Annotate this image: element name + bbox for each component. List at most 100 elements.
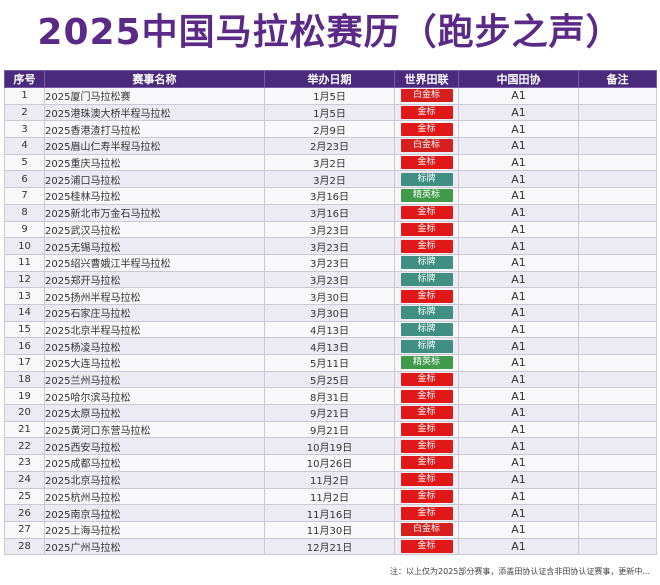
note-cell [578,404,657,422]
world-athletics-cell: 金标 [394,370,459,389]
table-row: 25 2025杭州马拉松 11月2日 金标 A1 [4,487,657,506]
world-athletics-cell: 标牌 [394,270,459,289]
note-cell [578,237,657,255]
row-index: 10 [4,237,45,255]
world-athletics-cell: 精英标 [394,354,459,372]
table-row: 10 2025无锡马拉松 3月23日 金标 A1 [4,237,657,255]
label-badge: 精英标 [400,189,453,203]
event-date: 12月21日 [264,537,395,556]
label-badge: 金标 [400,289,453,303]
event-date: 3月2日 [264,170,395,189]
table-row: 18 2025兰州马拉松 5月25日 金标 A1 [4,370,657,389]
caa-grade: A1 [458,370,579,389]
table-row: 11 2025绍兴曹娥江半程马拉松 3月23日 标牌 A1 [4,253,657,272]
row-index: 5 [4,153,45,172]
event-date: 3月30日 [264,287,395,305]
header-event-name: 赛事名称 [44,70,265,88]
label-badge: 金标 [400,506,453,520]
event-name: 2025浦口马拉松 [44,170,265,189]
label-badge: 金标 [400,389,453,403]
label-badge: 白金标 [400,89,453,103]
world-athletics-cell: 标牌 [394,170,459,189]
event-name: 2025太原马拉松 [44,404,265,422]
caa-grade: A1 [458,454,579,472]
label-badge: 金标 [400,239,453,253]
event-name: 2025南京马拉松 [44,504,265,522]
world-athletics-cell: 金标 [394,220,459,239]
row-index: 11 [4,253,45,272]
event-date: 1月5日 [264,103,395,122]
table-row: 5 2025重庆马拉松 3月2日 金标 A1 [4,153,657,172]
event-name: 2025广州马拉松 [44,537,265,556]
table-row: 23 2025成都马拉松 10月26日 金标 A1 [4,454,657,472]
note-cell [578,537,657,556]
event-date: 9月21日 [264,420,395,439]
caa-grade: A1 [458,337,579,355]
caa-grade: A1 [458,153,579,172]
world-athletics-cell: 金标 [394,470,459,489]
caa-grade: A1 [458,420,579,439]
caa-grade: A1 [458,487,579,506]
table-row: 20 2025太原马拉松 9月21日 金标 A1 [4,404,657,422]
row-index: 3 [4,120,45,139]
table-row: 14 2025石家庄马拉松 3月30日 标牌 A1 [4,303,657,322]
world-athletics-cell: 金标 [394,387,459,406]
row-index: 18 [4,370,45,389]
table-row: 8 2025新北市万金石马拉松 3月16日 金标 A1 [4,203,657,222]
world-athletics-cell: 金标 [394,404,459,422]
row-index: 22 [4,437,45,456]
row-index: 21 [4,420,45,439]
table-row: 16 2025杨凌马拉松 4月13日 标牌 A1 [4,337,657,355]
row-index: 26 [4,504,45,522]
caa-grade: A1 [458,87,579,105]
row-index: 6 [4,170,45,189]
event-name: 2025厦门马拉松赛 [44,87,265,105]
event-date: 11月2日 [264,470,395,489]
row-index: 13 [4,287,45,305]
event-name: 2025北京马拉松 [44,470,265,489]
event-name: 2025大连马拉松 [44,354,265,372]
world-athletics-cell: 金标 [394,454,459,472]
event-date: 5月25日 [264,370,395,389]
event-date: 2月23日 [264,137,395,155]
world-athletics-cell: 金标 [394,437,459,456]
header-caa: 中国田协 [458,70,579,88]
row-index: 17 [4,354,45,372]
row-index: 8 [4,203,45,222]
note-cell [578,153,657,172]
note-cell [578,270,657,289]
table-row: 27 2025上海马拉松 11月30日 白金标 A1 [4,520,657,539]
table-row: 7 2025桂林马拉松 3月16日 精英标 A1 [4,187,657,205]
label-badge: 金标 [400,106,453,120]
label-badge: 标牌 [400,256,453,270]
note-cell [578,320,657,339]
row-index: 7 [4,187,45,205]
caa-grade: A1 [458,237,579,255]
label-badge: 金标 [400,156,453,170]
caa-grade: A1 [458,354,579,372]
note-cell [578,470,657,489]
event-date: 3月2日 [264,153,395,172]
note-cell [578,437,657,456]
caa-grade: A1 [458,404,579,422]
label-badge: 金标 [400,423,453,437]
event-date: 11月30日 [264,520,395,539]
note-cell [578,520,657,539]
table-row: 12 2025郑开马拉松 3月23日 标牌 A1 [4,270,657,289]
label-badge: 金标 [400,456,453,470]
note-cell [578,87,657,105]
world-athletics-cell: 金标 [394,420,459,439]
note-cell [578,170,657,189]
event-name: 2025杨凌马拉松 [44,337,265,355]
event-name: 2025上海马拉松 [44,520,265,539]
page-title: 2025中国马拉松赛历（跑步之声） [37,12,623,53]
event-date: 3月16日 [264,203,395,222]
event-name: 2025成都马拉松 [44,454,265,472]
world-athletics-cell: 白金标 [394,520,459,539]
event-name: 2025石家庄马拉松 [44,303,265,322]
event-date: 1月5日 [264,87,395,105]
footnote: 注：以上仅为2025部分赛事，添盖田协认证含非田协认证赛事，更新中... [390,567,650,576]
caa-grade: A1 [458,520,579,539]
caa-grade: A1 [458,253,579,272]
row-index: 15 [4,320,45,339]
